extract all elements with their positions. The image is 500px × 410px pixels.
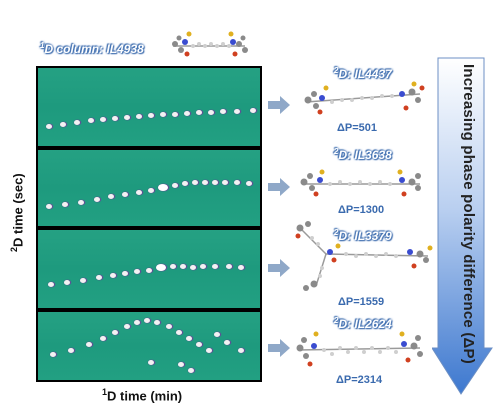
second-dim-column-label-1: 2D: IL4437 [334, 66, 392, 81]
peak-spot [246, 181, 252, 186]
peak-spot [94, 197, 100, 202]
peak-spot [124, 115, 130, 120]
peak-spot [134, 320, 140, 325]
peak-spot [134, 269, 140, 274]
peak-spot [250, 108, 256, 113]
peak-spot [212, 180, 218, 185]
second-dim-column-label-2: 2D: IL3638 [334, 147, 392, 162]
right-arrow-icon [268, 339, 290, 357]
peak-spot [86, 342, 92, 347]
peak-spot [148, 360, 154, 365]
peak-spot [238, 265, 244, 270]
peak-spot [212, 264, 218, 269]
peak-spot [222, 180, 228, 185]
peak-spot [196, 110, 202, 115]
delta-p-label-1: ΔP=501 [337, 122, 378, 134]
peak-spot [156, 264, 166, 271]
molecule-4-icon [296, 331, 423, 367]
peak-spot [196, 342, 202, 347]
peak-spot [206, 348, 212, 353]
peak-spot [160, 112, 166, 117]
peak-spot [234, 180, 240, 185]
chromatogram-panel-4 [36, 310, 262, 382]
peak-spot [178, 362, 184, 367]
peak-spot [200, 264, 206, 269]
peak-spot [148, 188, 154, 193]
peak-spot [122, 192, 128, 197]
x-axis-label: 1D time (min) [102, 387, 183, 404]
peak-spot [112, 330, 118, 335]
peak-spot [100, 336, 106, 341]
peak-spot [176, 330, 182, 335]
delta-p-label-4: ΔP=2314 [336, 374, 383, 386]
peak-spot [220, 109, 226, 114]
peak-spot [238, 348, 244, 353]
peak-spot [148, 113, 154, 118]
peak-spot [154, 320, 160, 325]
molecule-2-icon [300, 169, 421, 197]
peak-spot [80, 278, 86, 283]
peak-spot [182, 181, 188, 186]
second-dim-column-label-3: 2D: IL3379 [334, 228, 392, 243]
chromatogram-panel-3 [36, 228, 262, 310]
peak-spot [108, 194, 114, 199]
peak-spot [122, 271, 128, 276]
peak-spot [172, 112, 178, 117]
peak-spot [100, 117, 106, 122]
peak-spot [124, 324, 130, 329]
peak-spot [110, 273, 116, 278]
peak-spot [136, 190, 142, 195]
right-arrow-icon [268, 178, 290, 196]
peak-spot [188, 368, 194, 373]
peak-spot [48, 282, 54, 287]
peak-spot [170, 264, 176, 269]
trend-down-arrow-icon [432, 57, 493, 395]
peak-spot [172, 183, 178, 188]
first-dim-molecule-icon [172, 31, 248, 57]
chromatogram-panel-2 [36, 148, 262, 228]
y-axis-label: 2D time (sec) [9, 173, 26, 252]
delta-p-label-3: ΔP=1559 [338, 296, 385, 308]
right-arrow-icon [268, 96, 290, 114]
peak-spot [202, 180, 208, 185]
second-dim-column-label-4: 2D: IL2624 [334, 316, 392, 331]
peak-spot [146, 268, 152, 273]
peak-spot [88, 118, 94, 123]
trend-arrow-label: Increasing phase polarity difference (ΔP… [460, 64, 477, 364]
peak-spot [64, 280, 70, 285]
molecule-3-icon [295, 221, 433, 291]
peak-spot [144, 318, 150, 323]
peak-spot [60, 122, 66, 127]
right-arrow-icon [268, 259, 290, 277]
peak-spot [158, 184, 168, 191]
peak-spot [136, 114, 142, 119]
peak-spot [214, 332, 220, 337]
first-dim-column-label: 1D column: IL4938 [40, 41, 144, 56]
peak-spot [50, 352, 56, 357]
molecule-1-icon [304, 81, 425, 115]
peak-spot [68, 348, 74, 353]
peak-spot [180, 264, 186, 269]
peak-spot [184, 111, 190, 116]
peak-spot [186, 336, 192, 341]
peak-spot [46, 204, 52, 209]
peak-spot [46, 124, 52, 129]
peak-spot [78, 200, 84, 205]
peak-spot [74, 120, 80, 125]
peak-spot [192, 180, 198, 185]
peak-spot [208, 110, 214, 115]
peak-spot [62, 202, 68, 207]
peak-spot [224, 340, 230, 345]
delta-p-label-2: ΔP=1300 [338, 204, 385, 216]
peak-spot [96, 275, 102, 280]
peak-spot [190, 265, 196, 270]
chromatogram-panel-1 [36, 66, 262, 148]
peak-spot [166, 324, 172, 329]
peak-spot [234, 109, 240, 114]
peak-spot [112, 116, 118, 121]
peak-spot [226, 264, 232, 269]
